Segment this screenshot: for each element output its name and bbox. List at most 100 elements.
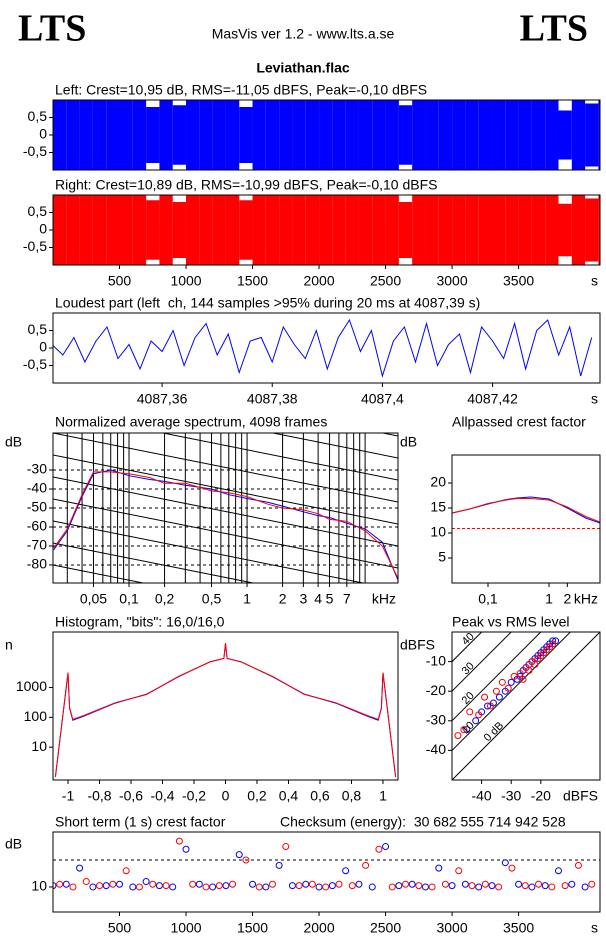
waveform-envelope <box>252 195 266 265</box>
diagonal-line <box>53 301 398 370</box>
scatter-point <box>492 687 500 695</box>
y-tick-label: -40 <box>27 480 47 496</box>
plot-area <box>53 257 398 788</box>
scatter-point <box>428 883 436 891</box>
waveform-envelope <box>305 195 320 265</box>
scatter-point <box>315 883 323 891</box>
waveform-envelope <box>425 100 439 170</box>
scatter-point <box>588 880 596 888</box>
scatter-point <box>495 693 503 701</box>
panel: Right: Crest=10,89 dB, RMS=-10,99 dBFS, … <box>23 177 601 289</box>
waveform-envelope <box>452 100 466 170</box>
y-tick-label: -0,5 <box>23 356 47 372</box>
diagonal-line <box>53 719 398 788</box>
diagonal-line <box>160 433 398 481</box>
waveform-envelope <box>332 100 346 170</box>
x-tick-label: 0,6 <box>310 788 330 804</box>
scatter-point <box>435 864 443 872</box>
x-tick-label: 4087,36 <box>137 391 188 407</box>
x-tick-label: 1 <box>243 591 251 607</box>
scatter-point <box>519 675 527 683</box>
x-tick-label: 4087,4 <box>361 391 404 407</box>
scatter-point <box>481 880 489 888</box>
waveform-envelope <box>438 100 453 170</box>
scatter-point <box>53 882 57 890</box>
waveform-envelope <box>598 195 600 265</box>
diagonal-line <box>53 498 398 569</box>
waveform-envelope <box>79 100 93 170</box>
scatter-point <box>122 867 130 875</box>
series-line <box>452 496 600 524</box>
waveform-envelope <box>146 107 160 163</box>
scatter-point <box>56 880 64 888</box>
x-tick-label: 3500 <box>503 273 534 289</box>
crest-diagonal-label: 10 <box>460 719 477 736</box>
waveform-envelope <box>159 100 173 170</box>
scatter-point <box>295 882 303 890</box>
crest-diagonal <box>452 632 572 751</box>
plot-area <box>53 837 600 891</box>
file-name: Leviathan.flac <box>256 60 350 76</box>
crest-diagonal <box>452 632 600 780</box>
scatter-point <box>69 883 77 891</box>
scatter-point <box>116 880 124 888</box>
scatter-point <box>342 867 350 875</box>
series-line <box>54 643 397 777</box>
scatter-point <box>62 880 70 888</box>
y-unit: dB <box>400 434 417 450</box>
waveform-envelope <box>92 195 107 265</box>
diagonal-line <box>53 323 398 392</box>
y-unit: dB <box>5 434 22 450</box>
waveform-envelope <box>345 100 359 170</box>
waveform-envelope <box>132 195 147 265</box>
plot-frame <box>52 99 601 171</box>
waveform-envelope <box>292 195 306 265</box>
waveform-envelope <box>372 100 386 170</box>
y-tick-label: -40 <box>426 741 446 757</box>
scatter-point <box>475 883 483 891</box>
plot-area <box>452 632 600 780</box>
scatter-point <box>395 882 403 890</box>
scatter-point <box>402 880 410 888</box>
x-tick-label: 1500 <box>237 920 268 936</box>
y-tick-label: -30 <box>426 712 446 728</box>
waveform-envelope <box>398 202 413 258</box>
x-tick-label: 2500 <box>370 273 401 289</box>
scatter-point <box>441 880 449 888</box>
waveform-envelope <box>545 100 559 170</box>
x-tick-label: 4087,42 <box>467 391 518 407</box>
x-tick-label: -30 <box>501 788 521 804</box>
waveform-envelope <box>66 195 80 265</box>
panel: Peak vs RMS level dBFS dBFS 0 dB 10 20 30 40 -10… <box>400 614 601 804</box>
scatter-point <box>368 883 376 891</box>
x-tick-label: 7 <box>343 591 351 607</box>
x-unit: s <box>591 273 598 289</box>
crest-diagonal <box>452 632 512 692</box>
panel-title: Loudest part (left ch, 144 samples >95% … <box>55 295 480 311</box>
diagonal-line <box>53 433 398 503</box>
panel: Normalized average spectrum, 4098 frames… <box>5 257 399 788</box>
y-tick-label: 0,5 <box>28 203 48 219</box>
y-tick-label: -0,5 <box>23 143 47 159</box>
waveform-envelope <box>252 100 266 170</box>
scatter-point <box>548 883 556 891</box>
scatter-point <box>215 882 223 890</box>
diagonal-line <box>53 257 398 326</box>
waveform-envelope <box>425 195 439 265</box>
waveform-envelope <box>132 100 147 170</box>
x-tick-label: 500 <box>108 920 132 936</box>
scatter-point <box>574 861 582 869</box>
waveform-envelope <box>225 100 240 170</box>
x-tick-label: 2000 <box>303 920 334 936</box>
y-tick-label: 0 <box>39 339 47 355</box>
x-tick-label: 4087,38 <box>247 391 298 407</box>
scatter-point <box>96 882 104 890</box>
scatter-point <box>531 661 539 669</box>
x-tick-label: 0,4 <box>279 788 299 804</box>
waveform-envelope <box>531 100 546 170</box>
scatter-point <box>554 867 562 875</box>
plot-area <box>54 643 397 777</box>
y-tick-label: 0 <box>39 126 47 142</box>
x-tick-label: 1500 <box>237 273 268 289</box>
